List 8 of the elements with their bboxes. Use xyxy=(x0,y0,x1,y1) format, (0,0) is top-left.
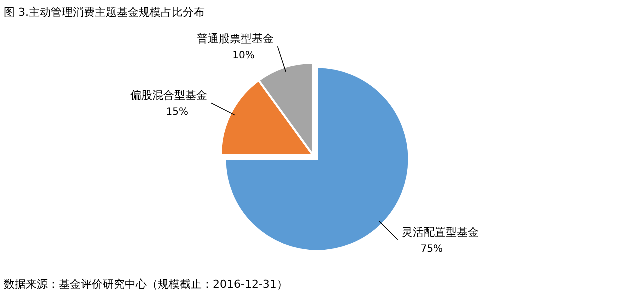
slice-label: 普通股票型基金 xyxy=(196,32,274,46)
slice-label: 灵活配置型基金 xyxy=(402,226,479,239)
slice-label: 偏股混合型基金 xyxy=(130,89,208,102)
data-label: 75% xyxy=(420,244,443,255)
chart-title: 图 3.主动管理消费主题基金规模占比分布 xyxy=(4,6,205,19)
source-note: 数据来源：基金评价研究中心（规模截止：2016-12-31） xyxy=(4,278,288,291)
data-label: 10% xyxy=(232,50,255,62)
data-label: 15% xyxy=(166,107,189,118)
